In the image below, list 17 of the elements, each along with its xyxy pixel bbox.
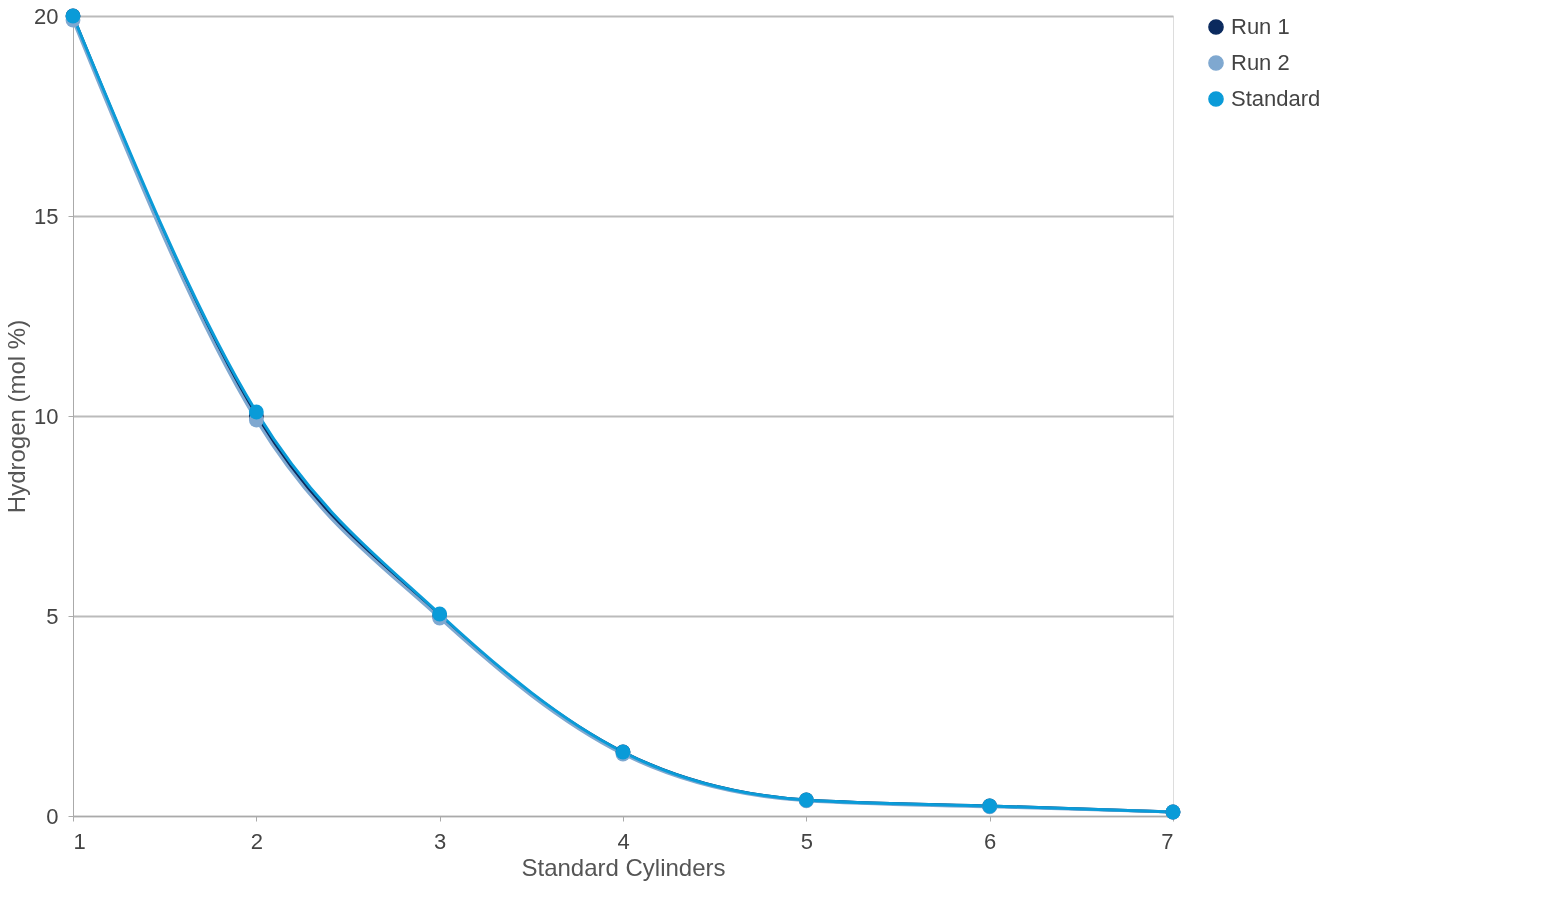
x-tick-label: 5 — [800, 828, 813, 854]
y-tick-label: 0 — [46, 803, 59, 829]
legend-label: Run 2 — [1231, 50, 1290, 75]
x-axis-title: Standard Cylinders — [521, 853, 726, 881]
x-tick-label: 7 — [1161, 828, 1174, 854]
x-tick-label: 6 — [984, 828, 997, 854]
x-tick-label: 3 — [434, 828, 447, 854]
y-tick-label: 20 — [34, 3, 59, 29]
y-tick-label: 15 — [34, 203, 59, 229]
y-tick-label: 10 — [34, 403, 59, 429]
legend-label: Standard — [1231, 86, 1321, 111]
x-tick-label: 1 — [73, 828, 86, 854]
legend-label: Run 1 — [1231, 14, 1290, 39]
x-tick-label: 4 — [617, 828, 630, 854]
y-tick-label: 5 — [46, 603, 59, 629]
x-tick-label: 2 — [250, 828, 263, 854]
y-axis-title: Hydrogen (mol %) — [3, 319, 31, 514]
